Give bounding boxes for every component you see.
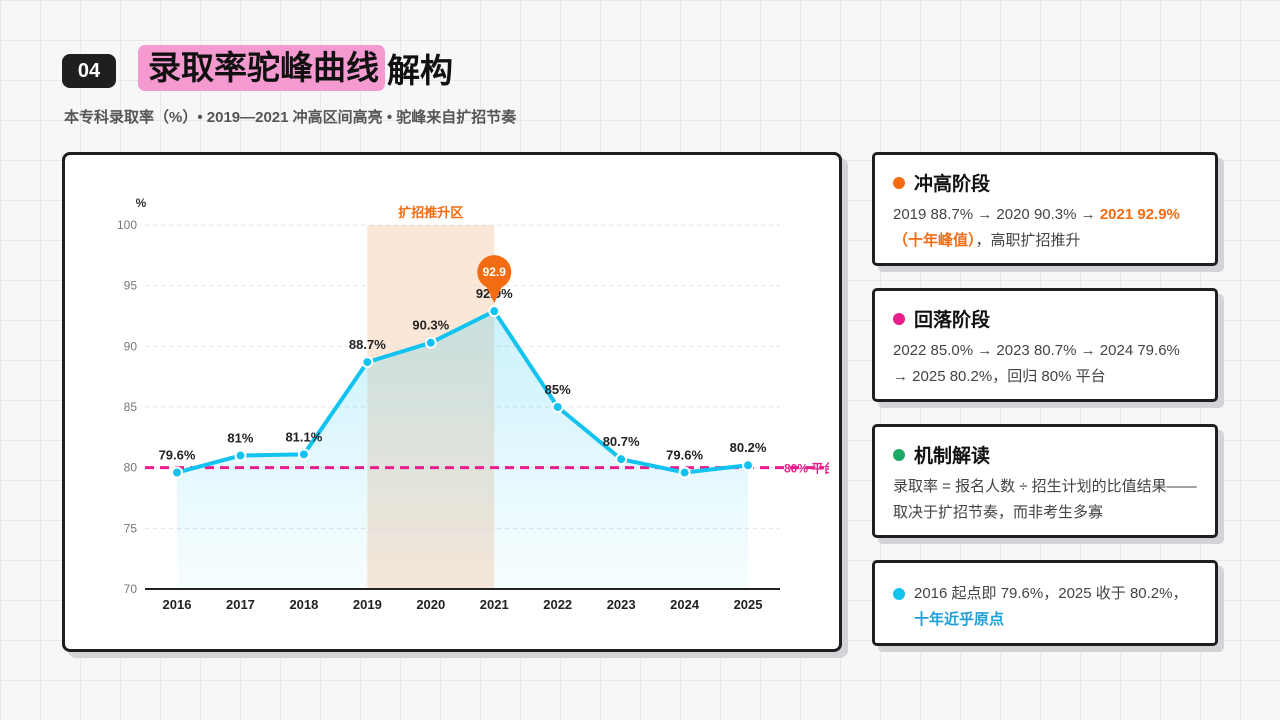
data-point-2017 (234, 449, 247, 462)
page-subtitle: 本专科录取率（%）• 2019—2021 冲高区间高亮 • 驼峰来自扩招节奏 (64, 109, 517, 126)
data-point-2025 (742, 459, 755, 472)
x-tick-label-2018: 2018 (289, 597, 318, 612)
data-point-2022 (551, 401, 564, 413)
highlight-band-label: 扩招推升区 (398, 205, 463, 220)
series-area (177, 311, 749, 589)
card-decline-title: 回落阶段 (914, 310, 991, 331)
data-label-2022: 85% (545, 382, 571, 397)
admission-rate-line-chart: 扩招推升区 70 75 80 85 90 95 100% 80% 平台 79.6% 81% 81.1%… (117, 196, 835, 612)
pink-dot-icon (893, 312, 905, 325)
x-tick-label-2017: 2017 (226, 597, 255, 612)
y-tick-label: 85 (124, 400, 138, 414)
card-summary-body: 2016 起点即 79.6%，2025 收于 80.2%， 十年近乎原点 (914, 581, 1197, 633)
blue-dot-icon (893, 588, 905, 600)
card-surge-note: ，高职扩招推升 (975, 232, 1081, 249)
orange-dot-icon (893, 176, 905, 189)
card-mechanism-title: 机制解读 (914, 446, 991, 467)
x-tick-label-2023: 2023 (607, 597, 636, 612)
data-point-2016 (171, 466, 183, 479)
peak-marker-label: 92.9 (483, 265, 507, 279)
card-surge-text: 2019 88.7% → 2020 90.3% → (893, 206, 1100, 223)
y-tick-label: 90 (124, 339, 138, 353)
data-label-2025: 80.2% (730, 440, 767, 455)
reference-line-label: 80% 平台 (784, 461, 835, 476)
y-tick-label: 75 (124, 521, 138, 535)
series-line (175, 309, 751, 475)
card-decline-phase: 回落阶段 2022 85.0% → 2023 80.7% → 2024 79.6… (872, 288, 1218, 402)
y-tick-label: 80 (124, 461, 138, 475)
title-highlight: 录取率驼峰曲线 (138, 45, 385, 91)
data-point-2020 (424, 336, 437, 349)
peak-marker (477, 255, 512, 290)
card-surge-title: 冲高阶段 (914, 174, 991, 195)
data-point-2018 (297, 448, 310, 461)
data-label-2019: 88.7% (349, 337, 386, 352)
card-surge-phase: 冲高阶段 2019 88.7% → 2020 90.3% → 2021 92.9… (872, 152, 1218, 266)
data-label-2016: 79.6% (159, 448, 196, 463)
card-surge-peak: 2021 92.9%（十年峰值） (893, 206, 1180, 249)
data-label-2020: 90.3% (412, 318, 449, 333)
data-label-2024: 79.6% (666, 448, 703, 463)
data-point-2019 (361, 356, 374, 369)
x-tick-label-2022: 2022 (543, 597, 572, 612)
data-label-2023: 80.7% (603, 434, 640, 449)
data-point-2023 (615, 453, 628, 466)
data-point-2024 (678, 466, 691, 479)
x-tick-label-2019: 2019 (353, 597, 382, 612)
green-dot-icon (893, 448, 905, 461)
x-tick-label-2025: 2025 (734, 597, 763, 612)
chart-card: 扩招推升区 70 75 80 85 90 95 100% 80% 平台 79.6% 81% 81.1%… (62, 152, 842, 652)
card-summary-text: 2016 起点即 79.6%，2025 收于 80.2%， (914, 585, 1188, 602)
x-tick-label-2020: 2020 (416, 597, 445, 612)
data-label-2018: 81.1% (285, 429, 322, 444)
card-summary-emphasis: 十年近乎原点 (914, 611, 1005, 628)
page-title: 录取率驼峰曲线 解构 (138, 44, 453, 92)
title-rest: 解构 (387, 52, 453, 89)
data-label-2017: 81% (227, 431, 253, 446)
y-unit-label: % (136, 196, 147, 210)
y-tick-label: 95 (124, 279, 138, 293)
x-tick-label-2024: 2024 (670, 597, 700, 612)
card-mechanism: 机制解读 录取率 = 报名人数 ÷ 招生计划的比值结果——取决于扩招节奏，而非考… (872, 424, 1218, 538)
y-tick-label: 70 (124, 582, 138, 596)
x-tick-label-2021: 2021 (480, 597, 509, 612)
x-tick-label-2016: 2016 (163, 597, 192, 612)
data-point-2021 (488, 305, 501, 318)
section-number-badge: 04 (62, 54, 116, 88)
peak-marker-pin (486, 286, 503, 304)
y-tick-label: 100 (117, 218, 137, 232)
card-summary: 2016 起点即 79.6%，2025 收于 80.2%， 十年近乎原点 (872, 560, 1218, 646)
card-surge-body: 2019 88.7% → 2020 90.3% → 2021 92.9%（十年峰… (893, 202, 1197, 254)
card-decline-body: 2022 85.0% → 2023 80.7% → 2024 79.6% → 2… (893, 342, 1180, 385)
card-mechanism-body: 录取率 = 报名人数 ÷ 招生计划的比值结果——取决于扩招节奏，而非考生多寡 (893, 478, 1197, 521)
